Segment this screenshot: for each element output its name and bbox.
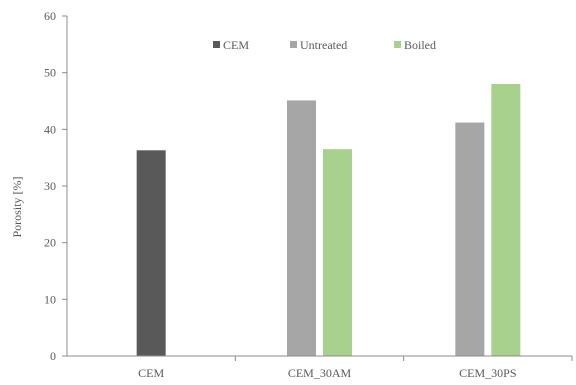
bar-cem_30am-boiled: [323, 149, 352, 356]
bar-cem_30ps-boiled: [491, 84, 521, 356]
y-tick-label: 10: [44, 292, 56, 306]
legend-swatch-cem: [213, 41, 220, 48]
legend-swatch-untreated: [290, 41, 297, 48]
x-tick-label: CEM_30AM: [288, 366, 352, 380]
legend-label-untreated: Untreated: [300, 38, 347, 52]
legend-label-cem: CEM: [223, 38, 249, 52]
bar-cem_30am-untreated: [287, 100, 316, 356]
y-axis-label: Porosity [%]: [10, 177, 24, 238]
y-tick-label: 20: [44, 236, 56, 250]
bars-group: [136, 84, 521, 357]
x-tick-label: CEM: [138, 366, 164, 380]
x-axis-ticks: CEM CEM_30AM CEM_30PS: [138, 356, 573, 380]
legend: CEM Untreated Boiled: [213, 38, 436, 52]
y-axis-ticks: 0 10 20 30 40 50 60: [44, 9, 67, 363]
y-tick-label: 40: [44, 122, 56, 136]
legend-label-boiled: Boiled: [404, 38, 436, 52]
legend-swatch-boiled: [394, 41, 401, 48]
y-tick-label: 50: [44, 66, 56, 80]
bar-cem_30ps-untreated: [455, 122, 485, 357]
bar-cem-cem: [136, 150, 166, 356]
y-tick-label: 60: [44, 9, 56, 23]
x-tick-label: CEM_30PS: [459, 366, 516, 380]
y-tick-label: 30: [44, 179, 56, 193]
y-tick-label: 0: [50, 349, 56, 363]
